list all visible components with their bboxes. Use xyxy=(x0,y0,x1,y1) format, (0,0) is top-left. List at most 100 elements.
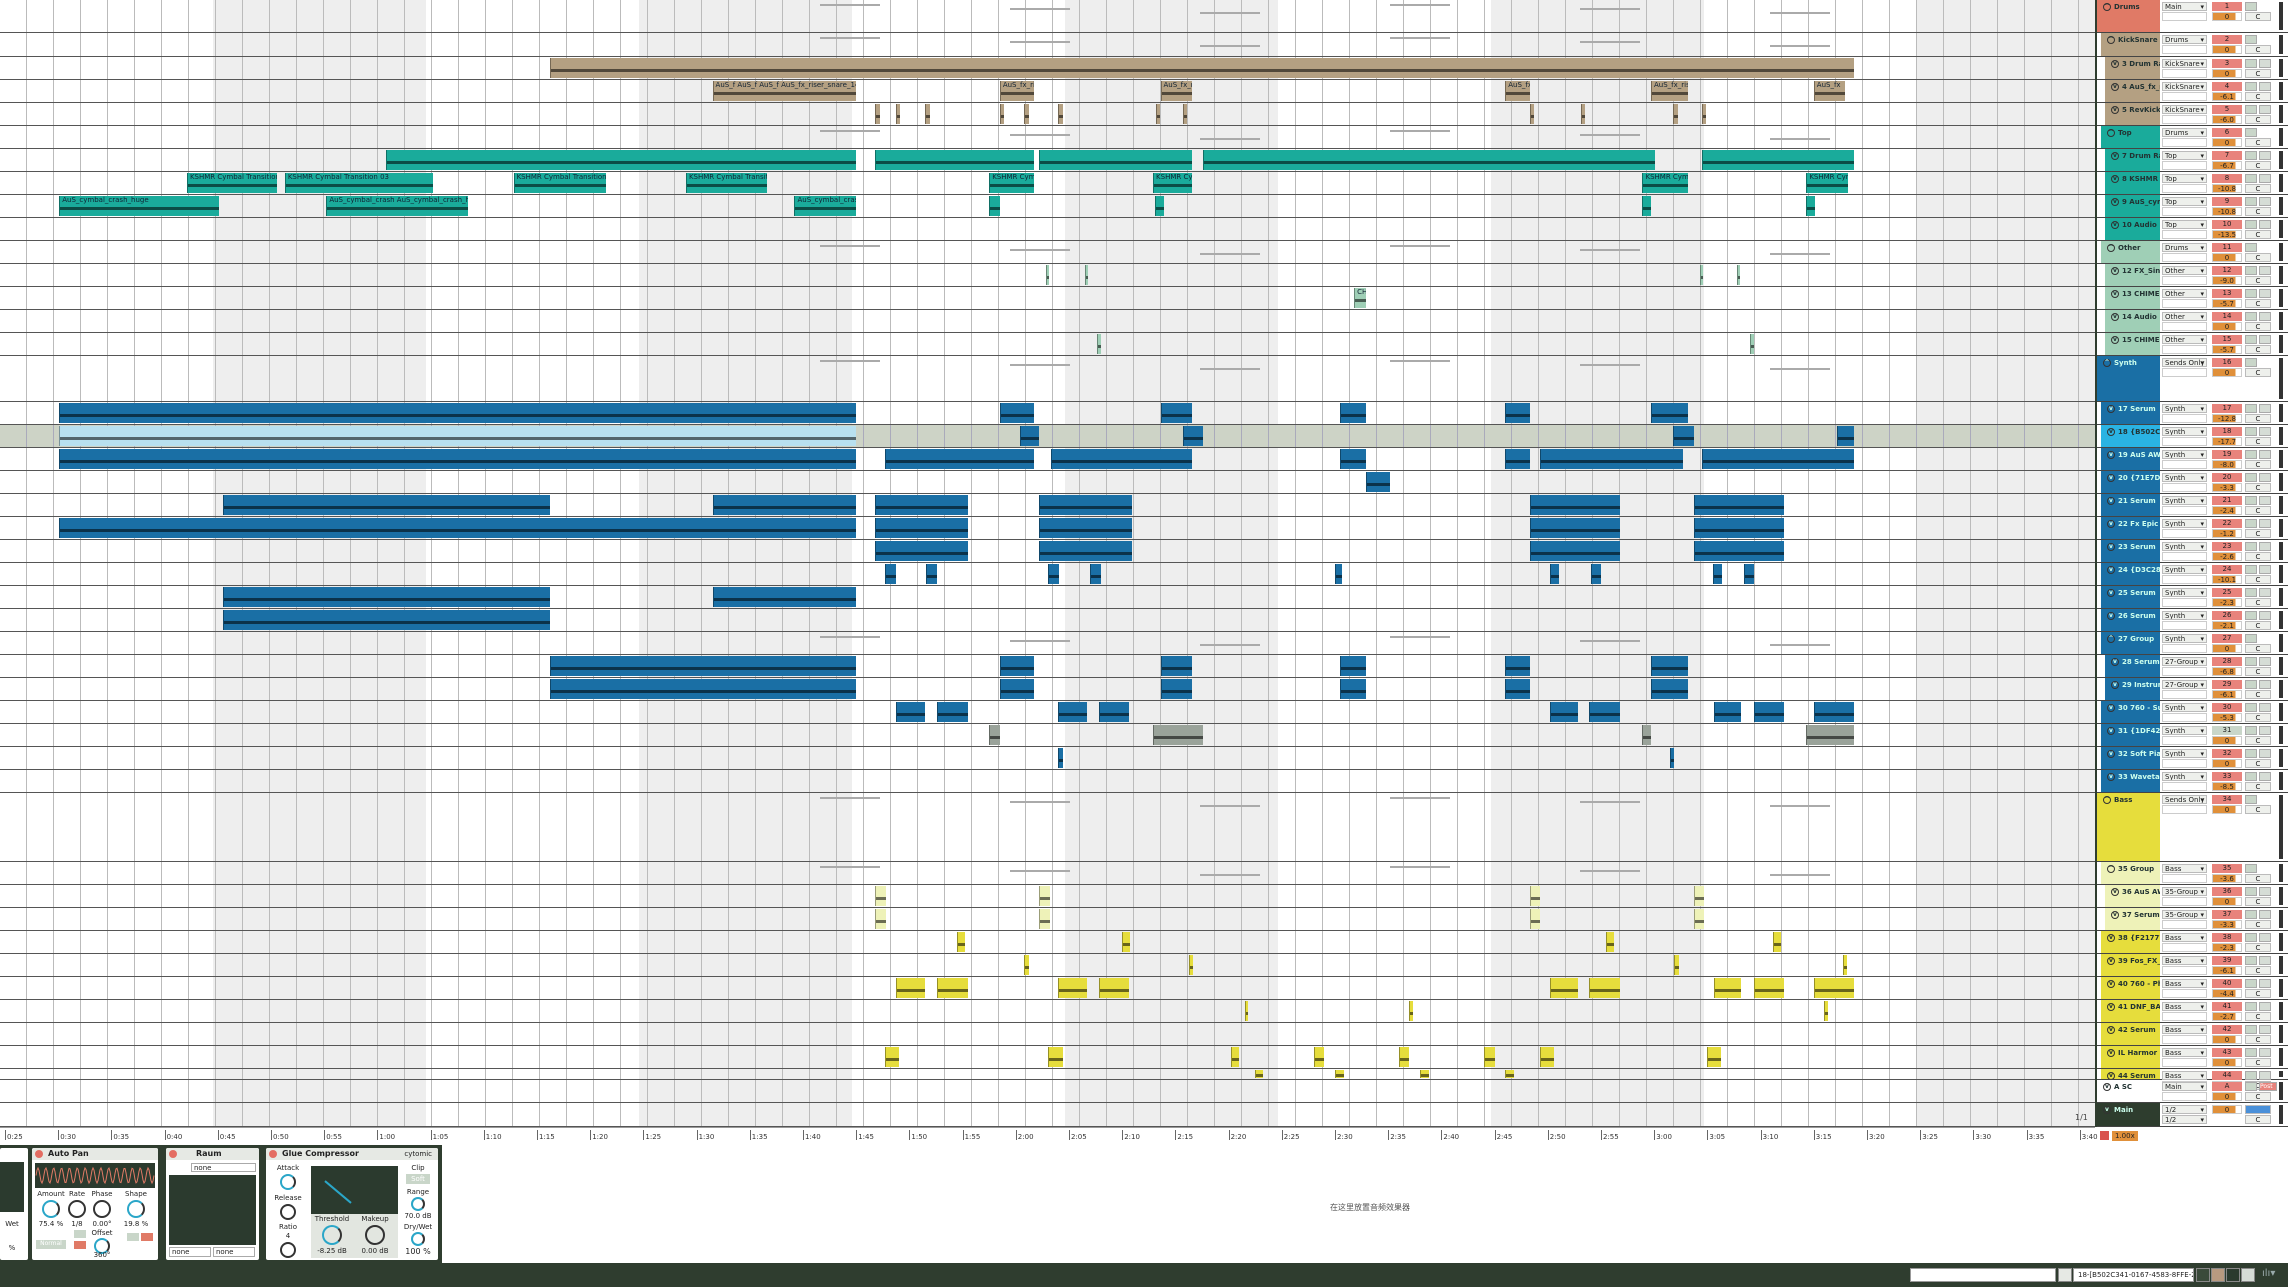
track-name[interactable]: ^ 27 Group xyxy=(2101,632,2160,654)
track-header[interactable]: v24 {D3C285D5Synth 24-10.1C xyxy=(2097,563,2288,586)
normal-mode-button[interactable]: Normal xyxy=(36,1240,66,1249)
track-header[interactable]: v15 CHIME DruOther 15-5.7C xyxy=(2097,333,2288,356)
track-lane[interactable]: AuS_cymbal_crash_huge AuS_cymbal_crash Au… xyxy=(0,195,2095,218)
track-lane[interactable] xyxy=(0,563,2095,586)
solo-button[interactable] xyxy=(2245,59,2257,68)
track-activator[interactable]: 38 xyxy=(2212,933,2242,942)
output-routing-select[interactable]: 35-Group xyxy=(2162,910,2207,919)
clip[interactable] xyxy=(1024,955,1029,975)
solo-button[interactable] xyxy=(2245,473,2257,482)
fold-icon[interactable]: v xyxy=(2107,520,2115,528)
solo-button[interactable] xyxy=(2245,1048,2257,1057)
output-channel-field[interactable] xyxy=(2162,368,2207,377)
clip[interactable] xyxy=(1651,656,1689,676)
output-channel-field[interactable] xyxy=(2162,759,2207,768)
output-routing-select[interactable]: Synth xyxy=(2162,427,2207,436)
solo-button[interactable] xyxy=(2245,358,2257,367)
output-channel-field[interactable] xyxy=(2162,184,2207,193)
clip[interactable] xyxy=(1047,564,1060,584)
solo-button[interactable] xyxy=(2245,772,2257,781)
output-select[interactable]: none xyxy=(213,1247,255,1257)
output-channel-field[interactable] xyxy=(2162,575,2207,584)
clip[interactable] xyxy=(1153,725,1204,745)
output-routing-select[interactable]: Top xyxy=(2162,220,2207,229)
track-name[interactable]: v22 Fx Epic Plus xyxy=(2101,517,2160,539)
track-activator[interactable]: 25 xyxy=(2212,588,2242,597)
track-lane[interactable] xyxy=(0,425,2095,448)
pan-field[interactable]: C xyxy=(2245,184,2271,193)
track-lane[interactable] xyxy=(0,1000,2095,1023)
clip[interactable] xyxy=(1058,702,1088,722)
track-lane[interactable] xyxy=(0,0,2095,33)
volume-field[interactable]: -3.3 xyxy=(2212,920,2242,929)
output-routing-select[interactable]: Drums xyxy=(2162,128,2207,137)
fold-icon[interactable]: v xyxy=(2111,83,2119,91)
pan-field[interactable]: C xyxy=(2245,45,2271,54)
meter-menu-icon[interactable]: ılı▾ xyxy=(2262,1268,2276,1279)
volume-field[interactable]: -3.6 xyxy=(2212,874,2242,883)
track-header[interactable]: v30 760 - SuperSynth 30-5.3C xyxy=(2097,701,2288,724)
clip[interactable] xyxy=(1842,955,1847,975)
clip[interactable] xyxy=(957,932,965,952)
volume-field[interactable]: 0 xyxy=(2212,45,2242,54)
track-lane[interactable] xyxy=(0,724,2095,747)
clip[interactable] xyxy=(1529,518,1621,538)
clip[interactable] xyxy=(1090,564,1101,584)
arm-button[interactable] xyxy=(2259,266,2271,275)
track-header[interactable]: v18 {B502C341-Synth 18-17.7C xyxy=(2097,425,2288,448)
post-button[interactable]: Post xyxy=(2259,1082,2277,1091)
track-activator[interactable]: 2 xyxy=(2212,35,2242,44)
track-activator[interactable]: 42 xyxy=(2212,1025,2242,1034)
solo-button[interactable] xyxy=(2245,151,2257,160)
volume-field[interactable]: -10.1 xyxy=(2212,575,2242,584)
clip[interactable] xyxy=(1702,104,1707,124)
output-channel-field[interactable] xyxy=(2162,874,2207,883)
arm-button[interactable] xyxy=(2259,772,2271,781)
output-channel-field[interactable] xyxy=(2162,138,2207,147)
track-activator[interactable]: 29 xyxy=(2212,680,2242,689)
solo-button[interactable] xyxy=(2245,105,2257,114)
track-header[interactable]: v12 FX_SineBlOther 12-9.0C xyxy=(2097,264,2288,287)
clip[interactable] xyxy=(1549,978,1578,998)
solo-button[interactable] xyxy=(2245,795,2257,804)
pan-field[interactable]: C xyxy=(2245,483,2271,492)
solo-button[interactable] xyxy=(2245,542,2257,551)
solo-button[interactable] xyxy=(2245,979,2257,988)
volume-field[interactable]: -6.7 xyxy=(2212,161,2242,170)
output-channel-field[interactable] xyxy=(2162,322,2207,331)
clip[interactable] xyxy=(59,426,857,446)
clip[interactable] xyxy=(1642,196,1651,216)
volume-field[interactable]: -5.7 xyxy=(2212,345,2242,354)
output-routing-select[interactable]: Synth xyxy=(2162,404,2207,413)
output-channel-field[interactable] xyxy=(2162,690,2207,699)
track-name[interactable]: v 23 Serum xyxy=(2101,540,2160,562)
track-activator[interactable]: 24 xyxy=(2212,565,2242,574)
solo-button[interactable] xyxy=(2245,910,2257,919)
output-channel-field[interactable] xyxy=(2162,713,2207,722)
track-lane[interactable] xyxy=(0,103,2095,126)
clip[interactable] xyxy=(1713,702,1742,722)
volume-field[interactable]: -2.3 xyxy=(2212,943,2242,952)
track-name[interactable]: ^ 35 Group xyxy=(2101,862,2160,884)
fold-icon[interactable]: v xyxy=(2107,1003,2115,1011)
pan-field[interactable]: C xyxy=(2245,874,2271,883)
arm-button[interactable] xyxy=(2259,887,2271,896)
output-channel-field[interactable] xyxy=(2162,943,2207,952)
clip[interactable] xyxy=(1702,150,1855,170)
clip[interactable] xyxy=(1540,449,1683,469)
clip[interactable] xyxy=(1203,150,1656,170)
clip[interactable] xyxy=(884,564,896,584)
track-header[interactable]: v38 {F2177793-Bass 38-2.3C xyxy=(2097,931,2288,954)
clip[interactable] xyxy=(875,495,968,515)
volume-field[interactable]: 0 xyxy=(2212,1058,2242,1067)
clip[interactable] xyxy=(875,541,968,561)
clip[interactable] xyxy=(1156,104,1161,124)
fold-icon[interactable]: v xyxy=(2111,60,2119,68)
clip[interactable] xyxy=(1050,449,1193,469)
track-activator[interactable]: 9 xyxy=(2212,197,2242,206)
power-icon[interactable] xyxy=(35,1150,43,1158)
track-lane[interactable] xyxy=(0,149,2095,172)
